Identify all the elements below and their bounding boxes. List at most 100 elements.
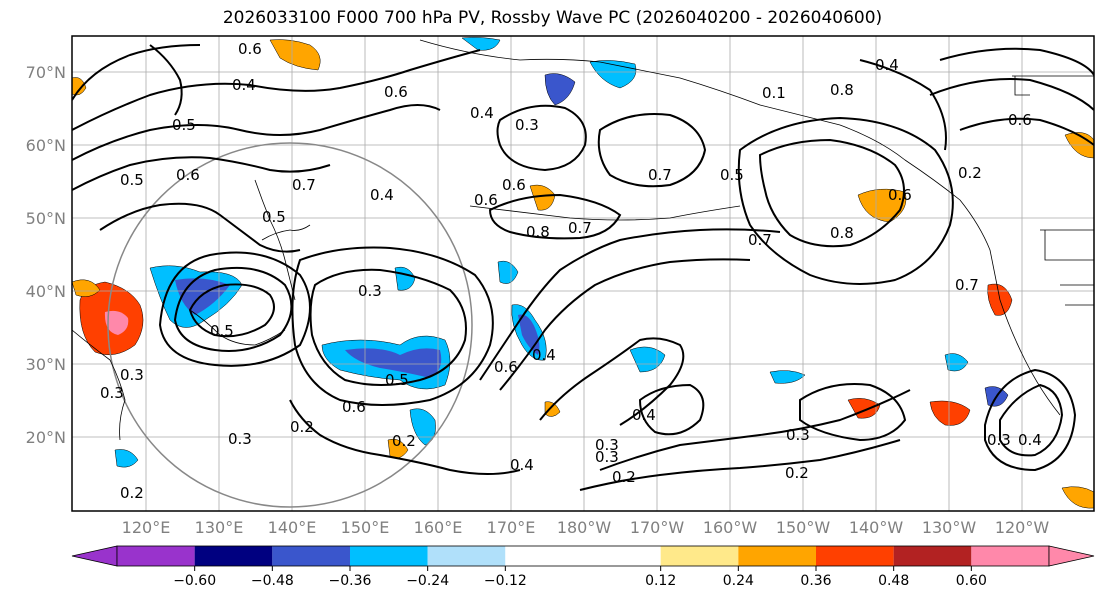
colorbar-segment [971, 546, 1049, 566]
latitude-labels: 70°N 60°N 50°N 40°N 30°N 20°N [26, 63, 66, 447]
contour-label: 0.5 [720, 166, 744, 184]
contour-label: 0.4 [532, 346, 556, 364]
contour-label: 0.6 [474, 191, 498, 209]
contour-label: 0.7 [955, 276, 979, 294]
contour-label: 0.1 [762, 84, 786, 102]
negative-anomaly-region [461, 37, 501, 51]
contour-label: 0.3 [595, 436, 619, 454]
colorbar-segment [427, 546, 506, 566]
contour-label: 0.3 [228, 430, 252, 448]
negative-anomaly-region [544, 73, 576, 106]
colorbar-ticks: −0.60 −0.48 −0.36 −0.24 −0.12 0.12 0.24 0.36 0.4… [173, 566, 987, 589]
colorbar: −0.60 −0.48 −0.36 −0.24 −0.12 0.12 0.24 0.36 0.4… [71, 545, 1095, 589]
contour-label: 0.3 [786, 426, 810, 444]
colorbar-segment [117, 546, 195, 566]
lon-label: 140°E [268, 518, 317, 537]
lon-label: 120°W [995, 518, 1050, 537]
contour-label: 0.2 [958, 164, 982, 182]
coastlines [72, 39, 1094, 441]
contour-label: 0.4 [232, 76, 256, 94]
colorbar-tick-label: 0.12 [645, 573, 676, 589]
contour-label: 0.6 [502, 176, 526, 194]
lon-label: 140°W [849, 518, 904, 537]
map-title: 2026033100 F000 700 hPa PV, Rossby Wave … [222, 8, 883, 28]
colorbar-tick-label: −0.36 [329, 573, 372, 589]
lon-label: 180°W [557, 518, 612, 537]
positive-anomaly-region [104, 310, 129, 335]
contour-label: 0.6 [494, 358, 518, 376]
colorbar-tick-label: −0.24 [406, 573, 449, 589]
contour-label: 0.7 [568, 219, 592, 237]
lon-label: 130°E [195, 518, 244, 537]
contour-label: 0.8 [830, 224, 854, 242]
contour-label: 0.7 [748, 231, 772, 249]
longitude-labels: 120°E 130°E 140°E 150°E 160°E 170°E 180°… [122, 518, 1050, 537]
positive-anomaly-region [269, 39, 321, 71]
colorbar-segments [116, 545, 1050, 567]
contour-label: 0.3 [100, 384, 124, 402]
colorbar-tick-label: −0.12 [484, 573, 527, 589]
lat-label: 40°N [26, 282, 66, 301]
contour-label: 0.4 [510, 456, 534, 474]
contour-label: 0.2 [392, 432, 416, 450]
lat-label: 60°N [26, 136, 66, 155]
contour-label: 0.8 [830, 81, 854, 99]
contour-label: 0.5 [210, 322, 234, 340]
contour-label: 0.6 [342, 398, 366, 416]
contour-label: 0.2 [785, 464, 809, 482]
contour-label: 0.2 [290, 418, 314, 436]
contour-label: 0.6 [1008, 111, 1032, 129]
negative-anomaly-region [769, 370, 806, 384]
positive-anomaly-region [857, 188, 907, 223]
positive-anomaly-region [544, 401, 561, 417]
lon-label: 160°E [414, 518, 463, 537]
negative-anomaly-region [629, 346, 666, 373]
negative-anomaly-region [589, 60, 637, 89]
contour-label: 0.4 [470, 104, 494, 122]
negative-anomaly-region [944, 353, 969, 372]
pv-contours [72, 44, 1094, 491]
gridlines [72, 36, 1094, 511]
colorbar-segment [272, 546, 350, 566]
contour-label: 0.3 [595, 448, 619, 466]
contour-label: 0.4 [1018, 431, 1042, 449]
contour-label: 0.5 [385, 371, 409, 389]
contour-label: 0.6 [176, 166, 200, 184]
lon-label: 170°W [630, 518, 685, 537]
contour-label: 0.2 [120, 484, 144, 502]
contour-label: 0.2 [612, 468, 636, 486]
colorbar-tick-label: 0.48 [878, 573, 909, 589]
colorbar-tick-label: 0.24 [723, 573, 754, 589]
contour-label: 0.6 [238, 40, 262, 58]
colorbar-extend-low [71, 545, 118, 567]
contour-label: 0.4 [875, 56, 899, 74]
contour-label: 0.5 [120, 171, 144, 189]
contour-label: 0.3 [515, 116, 539, 134]
positive-anomaly-region [72, 279, 101, 297]
lat-label: 50°N [26, 209, 66, 228]
lon-label: 120°E [122, 518, 171, 537]
colorbar-segment [194, 546, 273, 566]
colorbar-segment [816, 546, 894, 566]
lat-label: 20°N [26, 428, 66, 447]
colorbar-tick-label: 0.60 [956, 573, 987, 589]
map-plot-area: 0.6 0.4 0.5 0.6 0.4 0.3 0.6 0.7 0.4 0.6 … [72, 36, 1094, 511]
negative-anomaly-region [497, 260, 519, 284]
colorbar-segment [738, 546, 816, 566]
positive-anomaly-region [1061, 486, 1094, 509]
lon-label: 150°E [341, 518, 390, 537]
negative-anomaly-region [114, 449, 139, 468]
contour-label: 0.3 [987, 431, 1011, 449]
negative-anomaly-region [345, 348, 442, 378]
contour-label: 0.5 [172, 116, 196, 134]
colorbar-segment [660, 546, 739, 566]
contour-label: 0.8 [526, 223, 550, 241]
lon-label: 130°W [922, 518, 977, 537]
colorbar-extend-high [1048, 545, 1095, 567]
reference-circle [107, 142, 473, 508]
colorbar-segment [350, 546, 428, 566]
lat-label: 30°N [26, 355, 66, 374]
colorbar-tick-label: −0.48 [251, 573, 294, 589]
lat-label: 70°N [26, 63, 66, 82]
